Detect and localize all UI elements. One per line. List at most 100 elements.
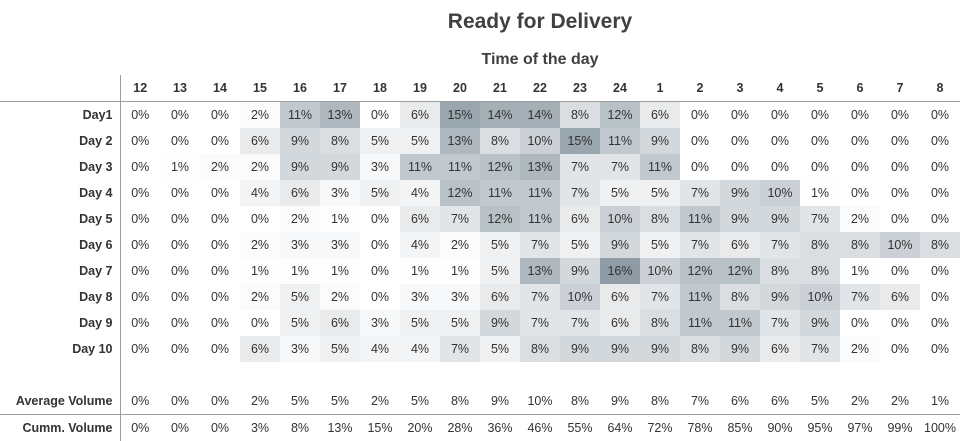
heat-cell: 7% [440, 206, 480, 232]
heat-cell: 0% [880, 180, 920, 206]
heat-cell: 7% [680, 232, 720, 258]
heat-cell: 0% [800, 154, 840, 180]
heat-cell: 7% [440, 336, 480, 362]
heat-cell: 0% [120, 310, 160, 336]
heat-cell: 6% [400, 102, 440, 129]
heat-cell: 0% [120, 232, 160, 258]
hour-header: 23 [560, 75, 600, 102]
heat-cell: 6% [400, 206, 440, 232]
heat-cell: 5% [400, 128, 440, 154]
heat-cell: 2% [840, 336, 880, 362]
heat-cell: 7% [560, 180, 600, 206]
heat-cell: 2% [240, 102, 280, 129]
heat-cell: 0% [920, 310, 960, 336]
summary-cell: 2% [360, 388, 400, 415]
summary-cell: 9% [480, 388, 520, 415]
heat-cell: 5% [640, 232, 680, 258]
hour-header: 4 [760, 75, 800, 102]
heat-cell: 7% [520, 284, 560, 310]
heat-cell: 0% [800, 128, 840, 154]
heat-cell: 8% [720, 284, 760, 310]
heat-cell: 2% [320, 284, 360, 310]
heat-cell: 0% [160, 336, 200, 362]
heat-cell: 0% [840, 128, 880, 154]
heat-cell: 2% [240, 232, 280, 258]
heat-cell: 8% [560, 102, 600, 129]
heat-cell: 5% [280, 310, 320, 336]
heat-cell: 0% [760, 128, 800, 154]
heat-cell: 0% [160, 310, 200, 336]
gap-cell [120, 362, 160, 388]
summary-label: Average Volume [0, 388, 120, 415]
hour-header: 8 [920, 75, 960, 102]
chart-title: Ready for Delivery [0, 10, 960, 34]
heat-cell: 11% [520, 206, 560, 232]
heat-cell: 5% [600, 180, 640, 206]
summary-cell: 0% [160, 415, 200, 441]
gap-cell [200, 362, 240, 388]
heat-cell: 0% [360, 102, 400, 129]
heat-cell: 3% [400, 284, 440, 310]
heat-cell: 8% [640, 310, 680, 336]
heat-cell: 5% [400, 310, 440, 336]
summary-cell: 0% [160, 388, 200, 415]
heat-cell: 10% [760, 180, 800, 206]
heat-cell: 8% [800, 258, 840, 284]
summary-cell: 15% [360, 415, 400, 441]
heat-cell: 12% [480, 206, 520, 232]
heat-cell: 10% [520, 128, 560, 154]
gap-cell [640, 362, 680, 388]
heat-cell: 0% [120, 128, 160, 154]
heat-cell: 3% [360, 310, 400, 336]
heat-cell: 0% [120, 258, 160, 284]
heat-cell: 0% [880, 102, 920, 129]
summary-cell: 99% [880, 415, 920, 441]
heat-cell: 0% [920, 154, 960, 180]
day-label: Day 10 [0, 336, 120, 362]
heat-cell: 15% [440, 102, 480, 129]
heat-cell: 14% [480, 102, 520, 129]
summary-cell: 36% [480, 415, 520, 441]
day-label: Day 9 [0, 310, 120, 336]
heat-cell: 10% [880, 232, 920, 258]
heat-cell: 2% [280, 206, 320, 232]
heat-cell: 7% [760, 310, 800, 336]
heat-cell: 6% [720, 232, 760, 258]
summary-cell: 0% [120, 415, 160, 441]
heat-cell: 4% [400, 336, 440, 362]
heat-cell: 5% [480, 232, 520, 258]
heat-cell: 12% [480, 154, 520, 180]
heat-cell: 4% [360, 336, 400, 362]
heat-cell: 3% [440, 284, 480, 310]
hour-header: 7 [880, 75, 920, 102]
hour-header: 19 [400, 75, 440, 102]
heat-cell: 9% [320, 154, 360, 180]
heat-cell: 9% [600, 336, 640, 362]
gap-cell [160, 362, 200, 388]
heat-cell: 7% [840, 284, 880, 310]
heat-cell: 9% [720, 180, 760, 206]
summary-cell: 5% [320, 388, 360, 415]
heat-cell: 3% [320, 232, 360, 258]
heat-cell: 0% [920, 284, 960, 310]
hour-header: 14 [200, 75, 240, 102]
heat-cell: 0% [760, 102, 800, 129]
heat-cell: 3% [280, 232, 320, 258]
heat-cell: 0% [800, 102, 840, 129]
heat-cell: 12% [720, 258, 760, 284]
heat-cell: 0% [680, 154, 720, 180]
heat-cell: 9% [720, 206, 760, 232]
day-label: Day 5 [0, 206, 120, 232]
heat-cell: 11% [440, 154, 480, 180]
heat-cell: 0% [240, 206, 280, 232]
heat-cell: 8% [800, 232, 840, 258]
heat-cell: 6% [480, 284, 520, 310]
header-corner [0, 75, 120, 102]
hour-header: 15 [240, 75, 280, 102]
summary-cell: 13% [320, 415, 360, 441]
heat-cell: 0% [120, 102, 160, 129]
